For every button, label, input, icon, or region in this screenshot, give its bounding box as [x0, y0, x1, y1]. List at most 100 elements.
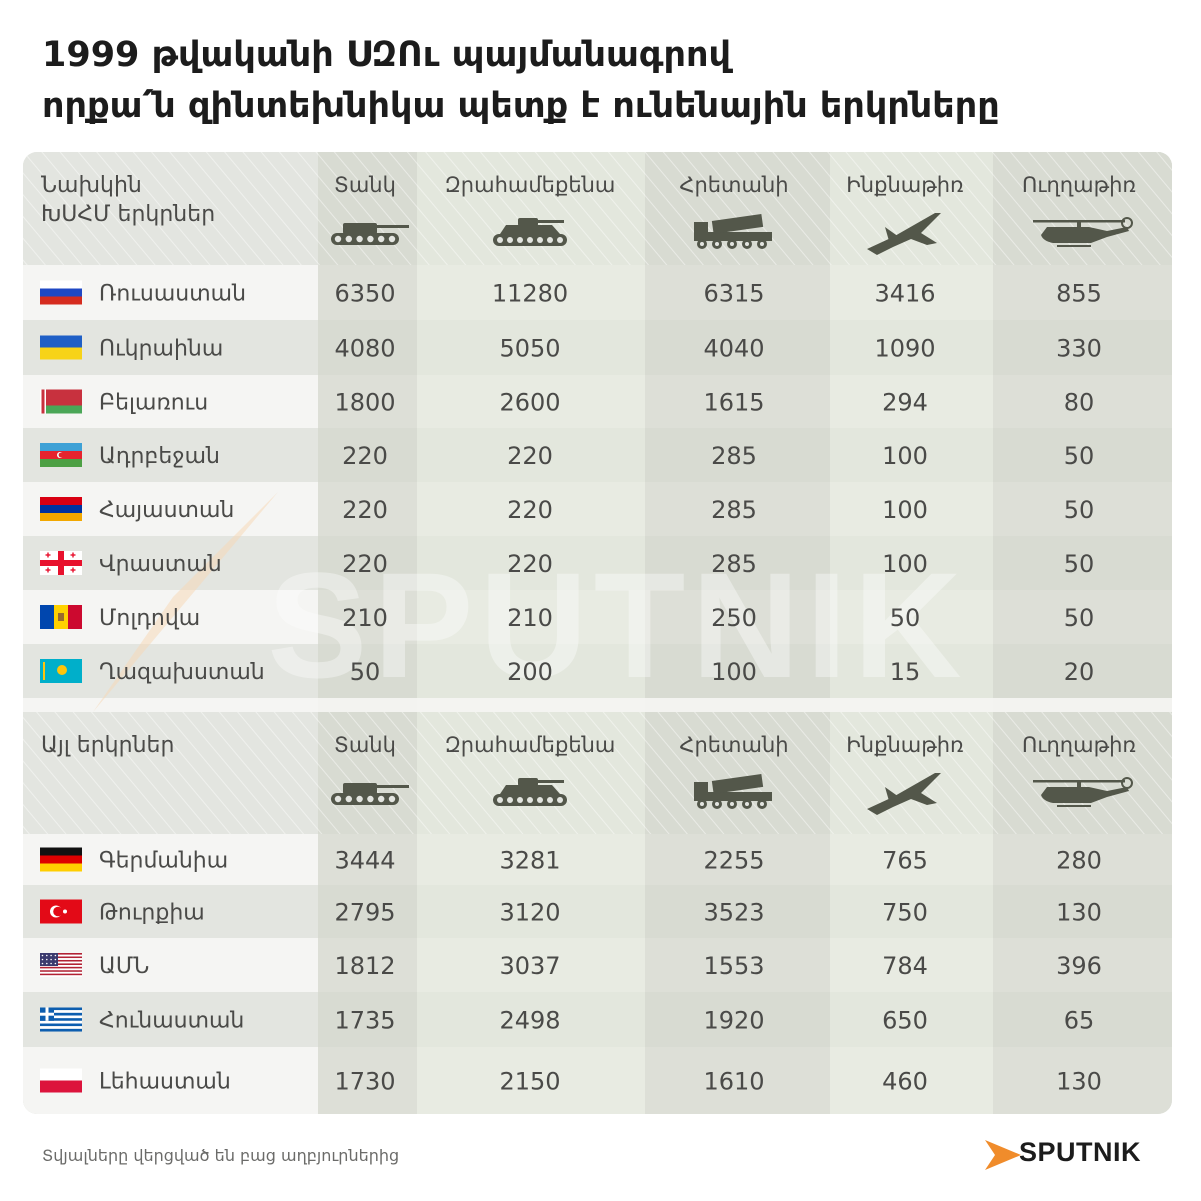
column-band [318, 152, 417, 1114]
sputnik-logo-icon [985, 1140, 1021, 1170]
country-label: Ռուսաստան [99, 282, 246, 307]
flag-georgia-icon [40, 551, 82, 575]
group-header-text: Նախկին [41, 173, 142, 198]
country-label: Հայաստան [99, 498, 234, 523]
column-header-2: Հրետանի [679, 173, 788, 197]
page-title: 1999 թվականի ՍԶՈւ պայմանագրով որքա՛ն զին… [42, 30, 1142, 132]
flag-poland-icon [40, 1068, 82, 1093]
value-cell: 4040 [703, 335, 764, 363]
value-cell: 2600 [499, 389, 560, 417]
value-cell: 1735 [334, 1007, 395, 1035]
country-label: Վրաստան [99, 552, 222, 577]
value-cell: 1812 [334, 952, 395, 980]
column-header-0: Տանկ [334, 173, 396, 197]
value-cell: 3120 [499, 899, 560, 927]
value-cell: 3416 [874, 280, 935, 308]
brand-logo-text: SPUTNIK [1019, 1137, 1142, 1167]
title-line-1: 1999 թվականի ՍԶՈւ պայմանագրով [42, 35, 731, 75]
value-cell: 100 [711, 658, 757, 686]
helicopter-icon [1033, 777, 1133, 807]
flag-usa-icon [40, 953, 82, 978]
value-cell: 20 [1064, 658, 1095, 686]
value-cell: 1800 [334, 389, 395, 417]
value-cell: 396 [1056, 952, 1102, 980]
column-band [645, 152, 830, 1114]
country-label: Լեհաստան [99, 1070, 231, 1095]
value-cell: 50 [1064, 442, 1095, 470]
value-cell: 460 [882, 1068, 928, 1096]
value-cell: 2150 [499, 1068, 560, 1096]
header-hatch [23, 152, 1172, 265]
value-cell: 650 [882, 1007, 928, 1035]
flag-armenia-icon [40, 497, 82, 521]
value-cell: 50 [1064, 550, 1095, 578]
country-label: Թուրքիա [99, 901, 205, 926]
country-label: Բելառուս [99, 391, 208, 416]
tank-icon [331, 783, 409, 805]
column-header-3: Ինքնաթիռ [846, 733, 963, 757]
flag-germany-icon [40, 847, 82, 872]
title-line-2: որքա՛ն զինտեխնիկա պետք է ունենային երկրն… [42, 86, 1000, 126]
value-cell: 50 [890, 604, 921, 632]
value-cell: 1553 [703, 952, 764, 980]
tank-icon [331, 223, 409, 245]
country-label: Հունաստան [99, 1009, 244, 1034]
value-cell: 50 [1064, 604, 1095, 632]
column-header-0: Տանկ [334, 733, 396, 757]
flag-kazakhstan-icon [40, 659, 82, 683]
watermark-arrow-icon [93, 492, 278, 712]
value-cell: 285 [711, 550, 757, 578]
value-cell: 220 [342, 496, 388, 524]
watermark-text: SPUTNIK [267, 541, 967, 709]
value-cell: 50 [350, 658, 381, 686]
value-cell: 2498 [499, 1007, 560, 1035]
value-cell: 130 [1056, 899, 1102, 927]
value-cell: 80 [1064, 389, 1095, 417]
helicopter-icon [1033, 217, 1133, 247]
value-cell: 285 [711, 442, 757, 470]
flag-azerbaijan-icon [40, 443, 82, 467]
value-cell: 6350 [334, 280, 395, 308]
value-cell: 220 [342, 442, 388, 470]
column-band [993, 152, 1172, 1114]
value-cell: 130 [1056, 1068, 1102, 1096]
column-header-4: Ուղղաթիռ [1022, 733, 1136, 757]
value-cell: 15 [890, 658, 921, 686]
value-cell: 50 [1064, 496, 1095, 524]
flag-russia-icon [40, 280, 82, 305]
flag-moldova-icon [40, 605, 82, 629]
table-canvas: SPUTNIK Նախկին ԽՍՀՄ երկրներ Տանկ Զրահամեքենա… [23, 152, 1172, 1114]
value-cell: 220 [507, 550, 553, 578]
country-label: Գերմանիա [99, 849, 228, 874]
value-cell: 2795 [334, 899, 395, 927]
value-cell: 1730 [334, 1068, 395, 1096]
jet-icon [867, 213, 941, 255]
value-cell: 3523 [703, 899, 764, 927]
artillery-icon [694, 773, 772, 809]
value-cell: 285 [711, 496, 757, 524]
value-cell: 220 [507, 496, 553, 524]
value-cell: 280 [1056, 847, 1102, 875]
value-cell: 294 [882, 389, 928, 417]
value-cell: 3037 [499, 952, 560, 980]
flag-greece-icon [40, 1007, 82, 1032]
value-cell: 3444 [334, 847, 395, 875]
armored-vehicle-icon [493, 778, 567, 806]
column-header-3: Ինքնաթիռ [846, 173, 963, 197]
value-cell: 330 [1056, 335, 1102, 363]
value-cell: 784 [882, 952, 928, 980]
value-cell: 100 [882, 550, 928, 578]
value-cell: 750 [882, 899, 928, 927]
value-cell: 2255 [703, 847, 764, 875]
value-cell: 100 [882, 442, 928, 470]
value-cell: 855 [1056, 280, 1102, 308]
value-cell: 210 [507, 604, 553, 632]
jet-icon [867, 773, 941, 815]
column-header-2: Հրետանի [679, 733, 788, 757]
value-cell: 100 [882, 496, 928, 524]
value-cell: 250 [711, 604, 757, 632]
value-cell: 1090 [874, 335, 935, 363]
artillery-icon [694, 213, 772, 249]
value-cell: 4080 [334, 335, 395, 363]
value-cell: 1610 [703, 1068, 764, 1096]
